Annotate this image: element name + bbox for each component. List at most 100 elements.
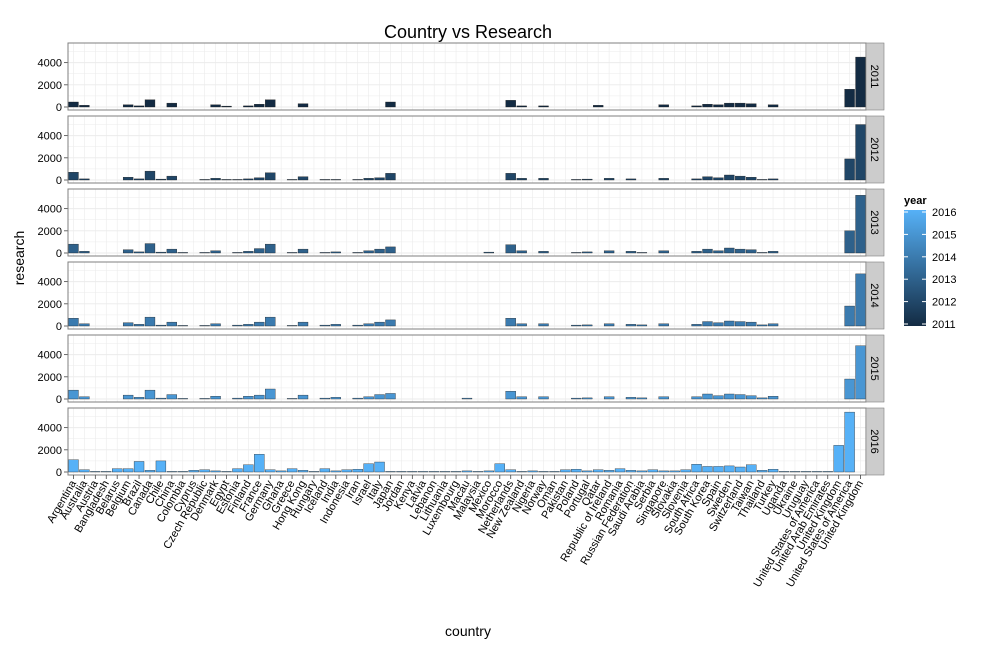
bar (538, 396, 549, 400)
bar (483, 251, 495, 254)
bar (166, 175, 177, 181)
bar (79, 396, 90, 400)
bar (210, 396, 221, 400)
bar (122, 468, 134, 473)
bar (319, 468, 331, 473)
bar (844, 305, 855, 327)
bar (516, 105, 527, 108)
bar (735, 102, 746, 108)
facet-panel-2014: 0 2000 4000 2014 (38, 261, 885, 333)
bar (232, 252, 243, 254)
bar (199, 179, 210, 181)
bar (254, 394, 265, 400)
bar (789, 471, 801, 473)
bar (669, 470, 680, 473)
bar (691, 324, 702, 327)
bar (155, 251, 167, 254)
bar (691, 178, 702, 181)
facet-panel-2013: 0 2000 4000 2013 (38, 188, 885, 260)
bar (374, 177, 385, 181)
bar (833, 445, 844, 473)
bar (341, 469, 352, 473)
bar (352, 324, 363, 327)
bar (112, 468, 123, 473)
bar (735, 321, 746, 327)
bar (844, 411, 855, 473)
bar (68, 318, 79, 327)
bar (516, 471, 527, 473)
bar (855, 124, 866, 181)
bar (658, 104, 669, 108)
bar (122, 249, 134, 254)
y-axis-label: research (11, 231, 27, 285)
bar (144, 170, 156, 181)
bar (297, 103, 309, 108)
legend: year 2016 2015 2014 2013 2012 2011 (904, 195, 956, 331)
y-tick-label: 4000 (38, 277, 62, 289)
x-tick-labels: ArgentinaAustraliaAustriaBangladeshBelar… (45, 475, 866, 589)
bar (363, 250, 374, 254)
bar (713, 250, 724, 254)
bar (702, 176, 713, 181)
bar (243, 105, 254, 108)
bar (374, 394, 385, 400)
bar (538, 251, 549, 254)
bar (505, 100, 516, 108)
y-tick-label: 0 (56, 321, 62, 333)
bar (855, 195, 866, 254)
bar (691, 251, 702, 254)
bar (582, 470, 593, 473)
bar (516, 178, 527, 181)
y-tick-label: 0 (56, 394, 62, 406)
bar (297, 321, 309, 327)
bar (724, 320, 735, 327)
bar (735, 175, 746, 181)
bar (527, 470, 538, 473)
bar (385, 101, 396, 108)
bar (385, 471, 396, 473)
y-tick-label: 2000 (38, 153, 62, 165)
bar (352, 397, 363, 400)
bar (210, 178, 221, 181)
bar (713, 322, 724, 327)
bar (221, 471, 232, 473)
facet-panel-2012: 0 2000 4000 2012 (38, 115, 885, 187)
y-tick-label: 2000 (38, 445, 62, 457)
bar (243, 464, 254, 473)
bar (505, 391, 516, 400)
bar (232, 468, 243, 473)
legend-label: 2016 (932, 207, 956, 219)
y-tick-label: 0 (56, 248, 62, 260)
bar (144, 243, 156, 254)
bar (210, 323, 221, 327)
bar (68, 243, 79, 254)
bar (505, 469, 516, 473)
bar (713, 395, 724, 400)
bar (363, 323, 374, 327)
bar (505, 244, 516, 254)
bar (844, 89, 855, 108)
bar (319, 179, 331, 181)
bar (90, 471, 101, 473)
bar (724, 465, 735, 473)
bar (199, 252, 210, 254)
bar (144, 316, 156, 327)
bar (855, 345, 866, 400)
bar (538, 105, 549, 108)
bar (286, 179, 298, 181)
bar (702, 393, 713, 400)
facet-strip-label: 2015 (868, 356, 880, 380)
bar (330, 470, 341, 473)
bar (330, 397, 341, 400)
bar (505, 318, 516, 327)
bar (505, 173, 516, 181)
y-tick-label: 2000 (38, 226, 62, 238)
bar (735, 248, 746, 254)
bar (254, 248, 265, 254)
y-tick-label: 4000 (38, 204, 62, 216)
bar (636, 252, 648, 254)
legend-label: 2011 (932, 319, 956, 331)
bar (177, 398, 188, 400)
bar (811, 471, 822, 473)
legend-title: year (904, 195, 927, 207)
